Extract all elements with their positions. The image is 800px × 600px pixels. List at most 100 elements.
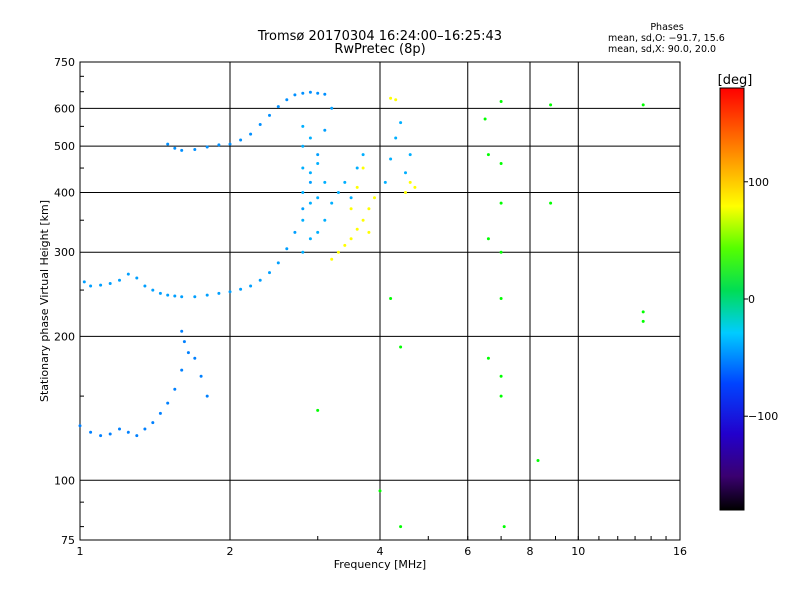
data-point	[180, 329, 184, 333]
data-point	[173, 387, 177, 391]
data-point	[301, 191, 305, 194]
data-point	[549, 103, 553, 107]
y-axis-label: Stationary phase Virtual Height [km]	[38, 200, 51, 402]
data-point	[355, 166, 359, 170]
y-tick-label: 750	[54, 56, 75, 69]
data-point	[228, 290, 232, 294]
data-point	[205, 394, 209, 398]
data-point	[89, 430, 93, 434]
data-point	[361, 153, 365, 157]
data-point	[641, 319, 645, 323]
data-point	[361, 166, 365, 170]
data-point	[330, 201, 334, 205]
data-point	[301, 124, 305, 128]
data-point	[316, 153, 320, 157]
data-point	[89, 284, 93, 288]
data-point	[499, 297, 503, 300]
data-point	[285, 98, 289, 102]
data-point	[180, 148, 184, 152]
data-point	[330, 106, 334, 110]
chart-subtitle: RwPretec (8p)	[334, 42, 425, 57]
data-point	[217, 291, 221, 295]
data-point	[166, 401, 170, 405]
data-point	[536, 459, 540, 462]
data-point	[499, 201, 503, 205]
data-point	[166, 142, 170, 146]
x-tick-label: 10	[571, 545, 585, 558]
data-point	[276, 261, 280, 265]
data-point	[258, 278, 262, 282]
data-point	[135, 276, 139, 280]
data-point	[413, 185, 417, 189]
data-point	[99, 283, 103, 287]
data-point	[389, 96, 393, 100]
data-point	[323, 218, 327, 222]
x-tick-label: 6	[464, 545, 471, 558]
data-point	[118, 427, 121, 431]
y-tick-label: 200	[54, 330, 75, 343]
data-point	[373, 196, 376, 200]
data-point	[323, 180, 327, 184]
data-point	[308, 171, 312, 175]
data-point	[323, 92, 327, 96]
data-point	[193, 148, 197, 151]
data-point	[249, 284, 253, 288]
data-point	[316, 230, 320, 234]
data-point	[502, 525, 506, 529]
data-point	[389, 157, 393, 161]
data-point	[355, 185, 359, 189]
data-point	[268, 271, 271, 275]
x-tick-label: 1	[77, 545, 84, 558]
data-point	[108, 282, 112, 285]
data-point	[399, 525, 403, 529]
data-point	[308, 136, 312, 140]
data-point	[499, 374, 503, 378]
data-point	[126, 430, 130, 434]
data-point	[143, 284, 147, 288]
data-point	[499, 162, 503, 165]
data-point	[641, 310, 645, 314]
data-point	[173, 146, 177, 150]
data-point	[276, 105, 280, 109]
data-point	[367, 230, 371, 234]
data-point	[166, 293, 170, 297]
data-point	[499, 394, 503, 398]
data-point	[389, 297, 393, 300]
data-point	[323, 128, 327, 132]
data-point	[343, 243, 347, 247]
data-point	[301, 166, 305, 170]
grid-lines	[80, 62, 680, 540]
data-point	[308, 180, 312, 184]
data-point	[99, 434, 103, 438]
data-point	[336, 191, 340, 194]
data-point	[143, 427, 147, 431]
data-point	[78, 424, 82, 428]
data-point	[108, 432, 112, 436]
colorbar-tick-label: 100	[748, 176, 769, 189]
x-tick-label: 2	[227, 545, 234, 558]
data-point	[641, 103, 645, 107]
data-point	[301, 250, 305, 254]
data-point	[408, 153, 412, 157]
x-axis-label: Frequency [MHz]	[334, 558, 426, 571]
y-tick-label: 75	[61, 534, 75, 547]
data-point	[316, 162, 320, 165]
data-point	[258, 123, 262, 126]
data-point	[499, 100, 503, 103]
data-point	[378, 489, 382, 493]
data-point	[301, 218, 305, 222]
data-point	[193, 356, 197, 360]
data-point	[135, 434, 139, 438]
data-point	[408, 180, 412, 184]
colorbar-tick-label: −100	[748, 410, 778, 423]
y-tick-label: 400	[54, 186, 75, 199]
y-tick-label: 300	[54, 246, 75, 259]
colorbar	[719, 87, 745, 511]
data-point	[316, 91, 320, 95]
x-tick-label: 16	[673, 545, 687, 558]
data-point	[151, 288, 155, 292]
data-point	[173, 294, 177, 298]
data-point	[330, 257, 334, 261]
data-point	[193, 295, 197, 299]
